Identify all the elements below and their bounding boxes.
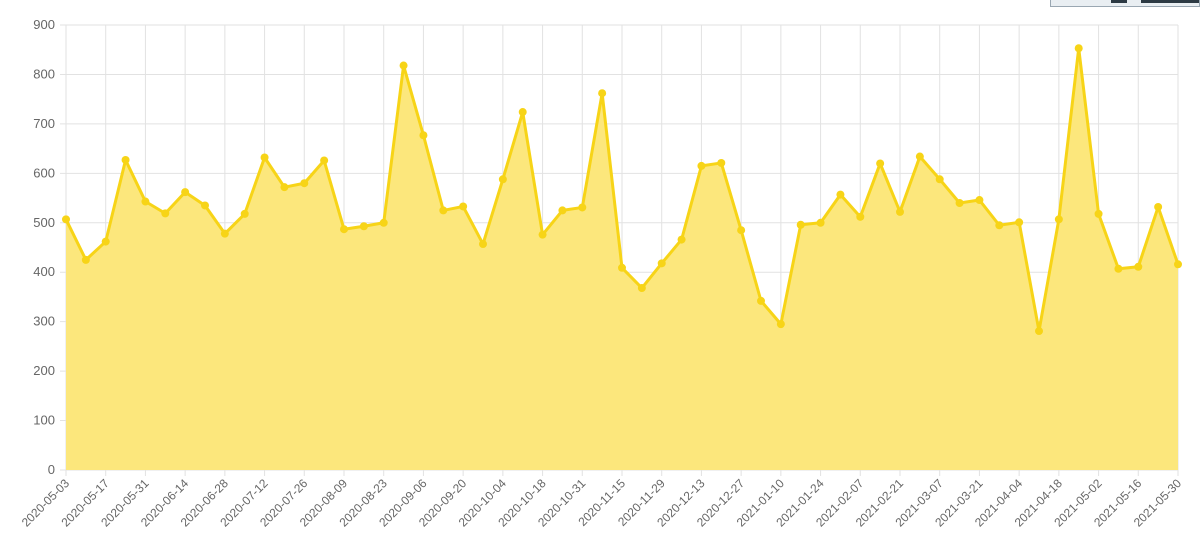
data-point <box>558 206 567 215</box>
y-tick-label: 900 <box>33 17 55 32</box>
data-point <box>280 183 289 192</box>
data-point <box>1035 327 1043 336</box>
data-point <box>240 209 249 218</box>
data-point <box>340 225 348 234</box>
y-tick-label: 100 <box>33 413 55 428</box>
y-tick-label: 300 <box>33 314 55 329</box>
data-point <box>955 199 964 207</box>
window-corner-widget <box>1050 0 1200 7</box>
data-point <box>776 320 785 329</box>
data-point <box>915 152 924 161</box>
data-point <box>260 153 269 162</box>
data-point <box>1174 260 1182 269</box>
data-point <box>161 209 170 218</box>
y-tick-label: 600 <box>33 165 55 180</box>
data-point <box>1094 209 1103 218</box>
data-point <box>836 190 845 199</box>
data-point <box>419 131 428 140</box>
data-point <box>935 175 944 184</box>
data-point <box>657 259 666 268</box>
data-point <box>1114 264 1123 273</box>
y-tick-label: 200 <box>33 363 55 378</box>
data-point <box>975 196 984 205</box>
data-point <box>300 179 309 188</box>
data-point <box>220 229 229 238</box>
data-point <box>796 220 805 229</box>
data-point <box>81 255 90 264</box>
data-point <box>578 203 587 212</box>
data-point <box>121 155 130 164</box>
data-point <box>618 263 626 272</box>
data-point <box>498 175 507 184</box>
data-point <box>320 156 329 165</box>
data-point <box>379 218 388 227</box>
data-point <box>479 240 487 249</box>
data-point <box>876 159 885 168</box>
data-point <box>62 215 70 224</box>
y-tick-label: 800 <box>33 66 55 81</box>
data-point <box>1154 202 1163 211</box>
data-point <box>359 222 368 231</box>
series-area-fill <box>66 48 1178 471</box>
y-tick-label: 0 <box>48 462 55 477</box>
data-point <box>896 207 904 216</box>
data-point <box>101 237 110 246</box>
data-point <box>677 235 686 244</box>
data-point <box>737 226 746 235</box>
data-point <box>518 108 527 117</box>
data-point <box>399 61 408 70</box>
data-point <box>717 158 726 167</box>
data-point <box>1134 262 1143 271</box>
series-points <box>62 44 1182 336</box>
data-point <box>1054 215 1063 224</box>
data-point <box>637 284 646 293</box>
y-tick-label: 700 <box>33 116 55 131</box>
y-tick-label: 400 <box>33 264 55 279</box>
data-point <box>181 188 190 197</box>
data-point <box>598 89 607 98</box>
data-point <box>141 197 150 206</box>
corner-widget-segment <box>1141 0 1199 3</box>
data-point <box>995 221 1004 230</box>
y-tick-label: 500 <box>33 215 55 230</box>
y-axis-ticks: 0 100 200 300 400 500 600 700 800 900 <box>33 17 55 477</box>
data-point <box>538 230 547 239</box>
data-point <box>201 201 209 210</box>
data-point <box>816 218 825 227</box>
data-point <box>1015 218 1024 227</box>
corner-widget-segment <box>1111 0 1127 3</box>
data-point <box>439 206 448 215</box>
data-point <box>697 161 706 170</box>
data-point <box>757 296 765 305</box>
data-point <box>856 212 865 221</box>
data-point <box>1074 44 1083 53</box>
data-point <box>459 202 468 211</box>
x-axis-ticks: 2020-05-032020-05-172020-05-312020-06-14… <box>19 476 1185 530</box>
